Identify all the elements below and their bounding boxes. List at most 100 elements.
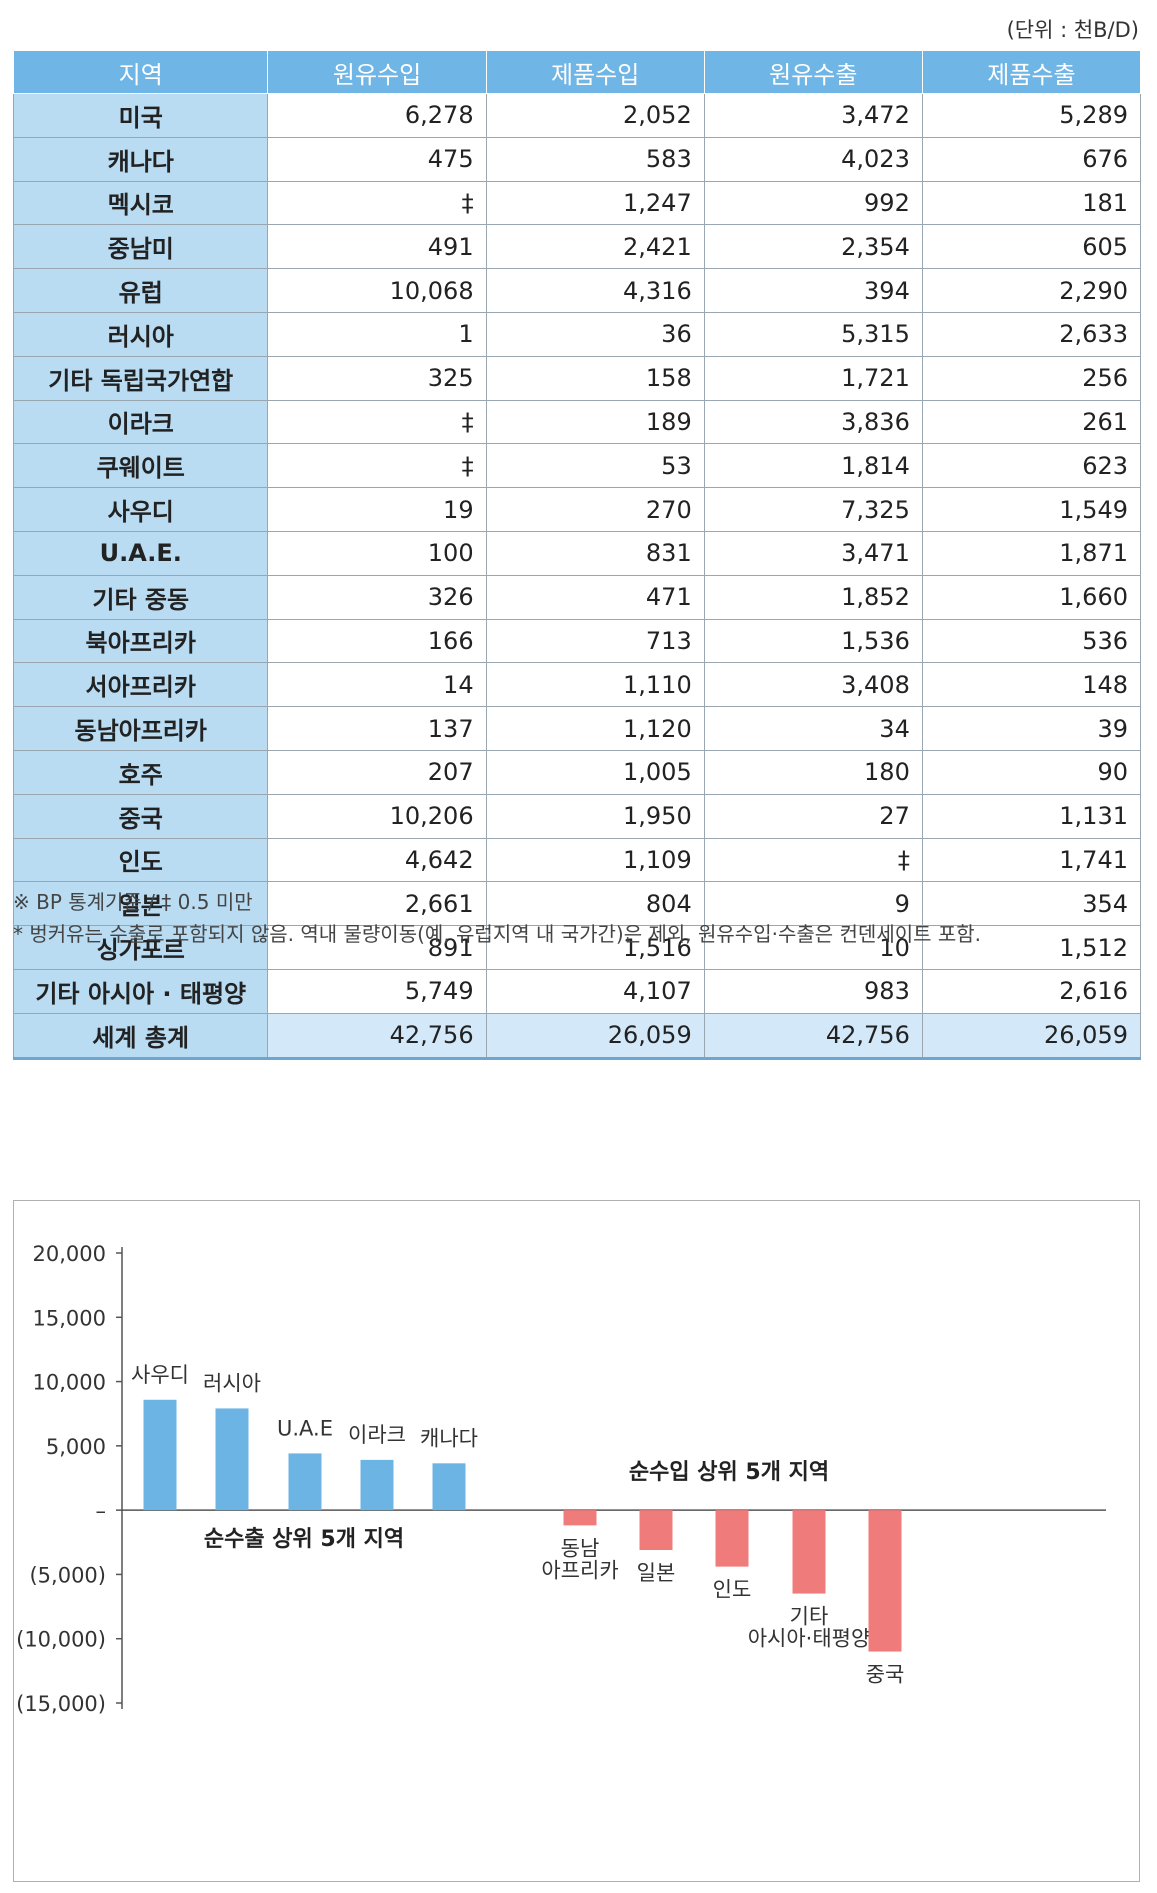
table-row: 싱가포르 891 1,516 10 1,512 xyxy=(12,925,1142,970)
table-row: 중국 10,206 1,950 27 1,131 xyxy=(12,793,1142,839)
region-cell: 미국 xyxy=(12,93,269,138)
table-row: 유럽 10,068 4,316 394 2,290 xyxy=(12,268,1142,313)
product-import-cell: 2,052 xyxy=(485,93,705,138)
product-import-cell: 1,110 xyxy=(485,662,705,708)
table-row: 기타 아시아 · 태평양 5,749 4,107 983 2,616 xyxy=(12,968,1142,1014)
y-tick-label: (15,000) xyxy=(16,1692,106,1716)
crude-export-cell: 2,354 xyxy=(703,224,923,270)
header-product-export: 제품수출 xyxy=(921,50,1142,94)
bar xyxy=(792,1510,826,1594)
crude-import-cell: ‡ xyxy=(267,180,487,226)
bar-label: 중국 xyxy=(866,1663,905,1687)
table-total-row: 세계 총계 42,756 26,059 42,756 26,059 xyxy=(12,1012,1142,1060)
bar xyxy=(143,1399,177,1511)
product-import-cell: 53 xyxy=(485,443,705,489)
crude-export-cell: 3,408 xyxy=(703,662,923,708)
bar xyxy=(432,1463,466,1511)
product-import-cell: 270 xyxy=(485,487,705,532)
table-row: 동남아프리카 137 1,120 34 39 xyxy=(12,706,1142,751)
table-row: 캐나다 475 583 4,023 676 xyxy=(12,136,1142,182)
crude-import-cell: 19 xyxy=(267,487,487,532)
crude-import-cell: 5,749 xyxy=(267,968,487,1014)
header-product-import: 제품수입 xyxy=(485,50,705,94)
product-export-cell: 536 xyxy=(921,618,1142,664)
product-export-cell: 1,741 xyxy=(921,837,1142,883)
import-group-annotation: 순수입 상위 5개 지역 xyxy=(629,1460,829,1485)
bar-label: 기타 xyxy=(790,1605,829,1629)
crude-export-cell: 992 xyxy=(703,180,923,226)
product-import-cell: 4,107 xyxy=(485,968,705,1014)
table-row: 이라크 ‡ 189 3,836 261 xyxy=(12,399,1142,445)
product-export-cell: 1,131 xyxy=(921,793,1142,839)
table-row: 기타 중동 326 471 1,852 1,660 xyxy=(12,574,1142,620)
crude-import-cell: 100 xyxy=(267,530,487,576)
crude-import-cell: 14 xyxy=(267,662,487,708)
product-export-cell: 2,616 xyxy=(921,968,1142,1014)
crude-import-cell: ‡ xyxy=(267,443,487,489)
table-row: 일본 2,661 804 9 354 xyxy=(12,881,1142,927)
bar-label: 이라크 xyxy=(348,1423,406,1447)
crude-export-cell: 9 xyxy=(703,881,923,927)
export-group-annotation: 순수출 상위 5개 지역 xyxy=(204,1527,404,1552)
bar-label: 아시아·태평양 xyxy=(748,1627,871,1651)
crude-export-cell: 4,023 xyxy=(703,136,923,182)
product-export-cell: 605 xyxy=(921,224,1142,270)
product-export-cell: 2,633 xyxy=(921,311,1142,357)
crude-export-cell: 3,471 xyxy=(703,530,923,576)
bar xyxy=(215,1408,249,1511)
crude-export-cell: 42,756 xyxy=(703,1012,923,1060)
bar xyxy=(639,1510,673,1551)
unit-label: (단위 : 천B/D) xyxy=(1006,18,1139,42)
region-cell: 캐나다 xyxy=(12,136,269,182)
bar xyxy=(288,1453,322,1511)
region-cell: 인도 xyxy=(12,837,269,883)
region-cell: 동남아프리카 xyxy=(12,706,269,751)
table-row: 기타 독립국가연합 325 158 1,721 256 xyxy=(12,355,1142,401)
bar xyxy=(868,1510,902,1652)
y-tick-label: 15,000 xyxy=(33,1306,106,1330)
product-export-cell: 1,512 xyxy=(921,925,1142,970)
crude-import-cell: 10,206 xyxy=(267,793,487,839)
region-cell: U.A.E. xyxy=(12,530,269,576)
region-cell: 싱가포르 xyxy=(12,925,269,970)
table-row: 북아프리카 166 713 1,536 536 xyxy=(12,618,1142,664)
bar-label: 인도 xyxy=(713,1578,752,1602)
crude-import-cell: 166 xyxy=(267,618,487,664)
product-export-cell: 1,871 xyxy=(921,530,1142,576)
bar xyxy=(360,1459,394,1511)
product-export-cell: 1,660 xyxy=(921,574,1142,620)
region-cell: 기타 아시아 · 태평양 xyxy=(12,968,269,1014)
table-row: 사우디 19 270 7,325 1,549 xyxy=(12,487,1142,532)
region-cell: 이라크 xyxy=(12,399,269,445)
crude-import-cell: 491 xyxy=(267,224,487,270)
crude-export-cell: 394 xyxy=(703,268,923,313)
product-export-cell: 676 xyxy=(921,136,1142,182)
product-import-cell: 1,109 xyxy=(485,837,705,883)
product-import-cell: 713 xyxy=(485,618,705,664)
crude-import-cell: 2,661 xyxy=(267,881,487,927)
crude-export-cell: 983 xyxy=(703,968,923,1014)
product-export-cell: 26,059 xyxy=(921,1012,1142,1060)
note-source: ※ BP 통계기준 / ‡ 0.5 미만 xyxy=(13,890,253,914)
crude-import-cell: 325 xyxy=(267,355,487,401)
crude-export-cell: 5,315 xyxy=(703,311,923,357)
crude-export-cell: 7,325 xyxy=(703,487,923,532)
table-row: 미국 6,278 2,052 3,472 5,289 xyxy=(12,93,1142,138)
region-cell: 유럽 xyxy=(12,268,269,313)
table-row: 멕시코 ‡ 1,247 992 181 xyxy=(12,180,1142,226)
product-import-cell: 1,950 xyxy=(485,793,705,839)
region-cell: 기타 중동 xyxy=(12,574,269,620)
product-export-cell: 256 xyxy=(921,355,1142,401)
product-import-cell: 804 xyxy=(485,881,705,927)
y-tick-label: 5,000 xyxy=(46,1435,106,1459)
product-import-cell: 26,059 xyxy=(485,1012,705,1060)
table-row: U.A.E. 100 831 3,471 1,871 xyxy=(12,530,1142,576)
product-export-cell: 2,290 xyxy=(921,268,1142,313)
crude-import-cell: ‡ xyxy=(267,399,487,445)
table-row: 러시아 1 36 5,315 2,633 xyxy=(12,311,1142,357)
region-cell: 중국 xyxy=(12,793,269,839)
crude-export-cell: 1,536 xyxy=(703,618,923,664)
product-import-cell: 1,005 xyxy=(485,749,705,795)
bar-label: 사우디 xyxy=(131,1363,189,1387)
region-cell: 세계 총계 xyxy=(12,1012,269,1060)
